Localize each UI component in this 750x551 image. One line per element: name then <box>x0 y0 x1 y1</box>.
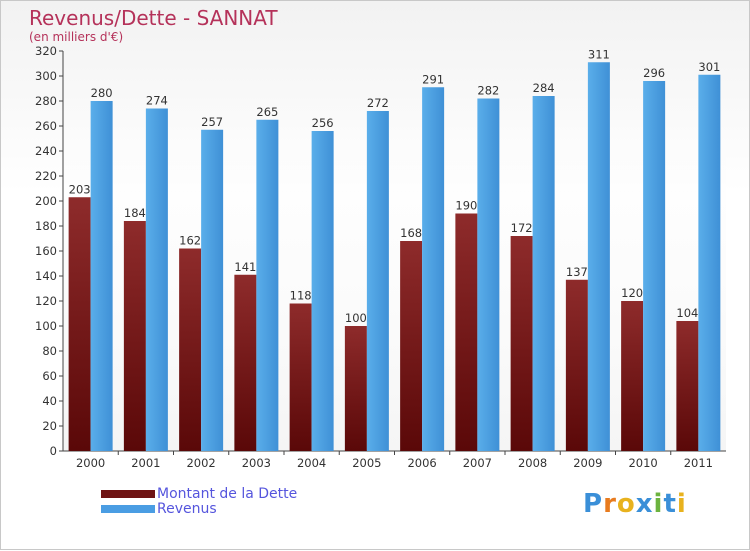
data-label-revenue: 265 <box>256 105 278 119</box>
legend-swatch-revenue <box>101 504 155 513</box>
bar-revenue <box>311 131 334 451</box>
data-label-revenue: 257 <box>201 115 223 129</box>
x-tick-label: 2007 <box>463 456 492 470</box>
bar-debt <box>676 321 699 451</box>
x-tick-label: 2004 <box>297 456 326 470</box>
bar-revenue <box>643 81 666 451</box>
bar-revenue <box>698 74 721 451</box>
chart-subtitle: (en milliers d'€) <box>29 30 124 44</box>
bars <box>68 62 721 451</box>
x-tick-label: 2006 <box>407 456 436 470</box>
data-label-debt: 104 <box>676 306 698 320</box>
x-tick-label: 2000 <box>76 456 105 470</box>
data-label-debt: 162 <box>179 234 201 248</box>
proxiti-logo: Proxiti <box>583 489 687 519</box>
y-tick-label: 160 <box>35 244 57 258</box>
bar-debt <box>455 213 478 451</box>
data-label-debt: 141 <box>234 260 256 274</box>
data-label-debt: 168 <box>400 226 422 240</box>
plot-area <box>63 51 726 451</box>
legend-label-debt: Montant de la Dette <box>157 485 298 502</box>
bar-debt <box>234 274 257 451</box>
bar-revenue <box>422 87 445 451</box>
data-label-debt: 203 <box>69 182 91 196</box>
y-tick-label: 320 <box>35 44 57 58</box>
bar-revenue <box>587 62 610 451</box>
x-tick-label: 2002 <box>186 456 215 470</box>
x-tick-label: 2009 <box>573 456 602 470</box>
data-label-revenue: 301 <box>698 60 720 74</box>
bar-debt <box>289 303 312 451</box>
data-label-revenue: 311 <box>588 47 610 61</box>
bar-revenue <box>145 108 168 451</box>
bar-revenue <box>201 129 224 451</box>
bar-revenue <box>366 111 389 451</box>
bar-debt <box>621 301 644 451</box>
bar-debt <box>68 197 91 451</box>
x-tick-label: 2008 <box>518 456 547 470</box>
legend-item-revenue: Revenus <box>101 500 297 517</box>
data-label-revenue: 274 <box>146 94 168 108</box>
bar-debt <box>123 221 146 451</box>
data-label-debt: 184 <box>124 206 146 220</box>
axes: 0 20 40 60 80 100 120 140 160 180 200 220 240 260 280 3… <box>35 44 726 470</box>
y-tick-label: 200 <box>35 194 57 208</box>
y-tick-label: 140 <box>35 269 57 283</box>
data-label-revenue: 296 <box>643 66 665 80</box>
data-label-debt: 172 <box>511 221 533 235</box>
bar-debt <box>400 241 423 451</box>
data-label-debt: 120 <box>621 286 643 300</box>
y-tick-label: 120 <box>35 294 57 308</box>
y-tick-label: 300 <box>35 69 57 83</box>
x-tick-label: 2010 <box>628 456 657 470</box>
legend-label-revenue: Revenus <box>157 500 217 517</box>
legend-item-debt: Montant de la Dette <box>101 485 298 502</box>
bar-debt <box>510 236 533 451</box>
bar-debt <box>179 248 202 451</box>
data-label-revenue: 272 <box>367 96 389 110</box>
data-label-debt: 190 <box>455 199 477 213</box>
bar-debt <box>344 326 367 451</box>
y-tick-label: 40 <box>42 394 57 408</box>
y-tick-label: 240 <box>35 144 57 158</box>
chart-title: Revenus/Dette - SANNAT <box>29 6 278 30</box>
y-tick-label: 280 <box>35 94 57 108</box>
data-label-debt: 137 <box>566 265 588 279</box>
bar-revenue <box>532 96 555 451</box>
y-tick-label: 80 <box>42 344 57 358</box>
bar-revenue <box>256 119 279 451</box>
x-tick-label: 2011 <box>684 456 713 470</box>
data-label-revenue: 280 <box>91 86 113 100</box>
x-tick-label: 2005 <box>352 456 381 470</box>
data-label-revenue: 291 <box>422 72 444 86</box>
y-tick-label: 100 <box>35 319 57 333</box>
data-label-revenue: 256 <box>312 116 334 130</box>
bar-debt <box>565 279 588 451</box>
y-tick-label: 180 <box>35 219 57 233</box>
legend-swatch-debt <box>101 489 155 498</box>
data-label-debt: 100 <box>345 311 367 325</box>
bar-revenue <box>477 98 500 451</box>
data-labels: 203 184 162 141 118 100 168 190 172 137 120 104 280 2… <box>69 47 721 325</box>
y-tick-label: 0 <box>50 444 57 458</box>
y-tick-label: 260 <box>35 119 57 133</box>
x-tick-label: 2003 <box>242 456 271 470</box>
bar-revenue <box>90 101 113 451</box>
data-label-debt: 118 <box>290 289 312 303</box>
y-tick-label: 220 <box>35 169 57 183</box>
data-label-revenue: 282 <box>477 84 499 98</box>
legend: Montant de la Dette Revenus <box>101 485 298 517</box>
data-label-revenue: 284 <box>533 81 555 95</box>
y-tick-label: 20 <box>42 419 57 433</box>
x-tick-label: 2001 <box>131 456 160 470</box>
y-tick-label: 60 <box>42 369 57 383</box>
